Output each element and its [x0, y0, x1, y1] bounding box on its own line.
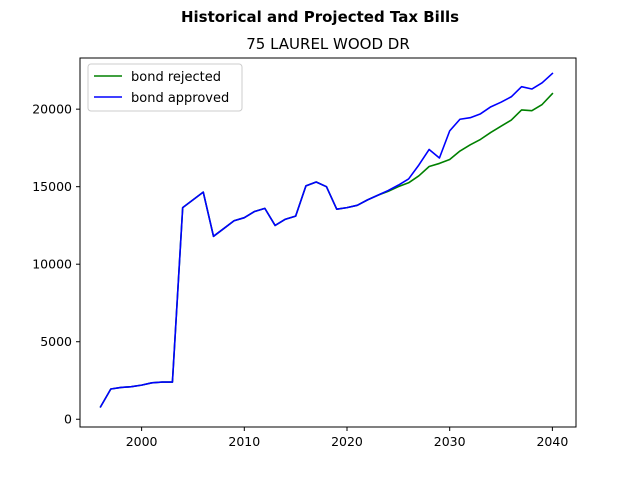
chart-title: 75 LAUREL WOOD DR	[246, 35, 410, 53]
x-tick-label: 2020	[331, 434, 363, 449]
x-tick-label: 2030	[434, 434, 466, 449]
x-tick-label: 2000	[126, 434, 158, 449]
y-tick-label: 20000	[32, 102, 72, 117]
axes-frame	[79, 57, 577, 428]
legend-label-bond-approved: bond approved	[131, 91, 229, 106]
chart-suptitle: Historical and Projected Tax Bills	[181, 8, 459, 26]
y-tick-label: 10000	[32, 257, 72, 272]
y-tick-label: 0	[64, 412, 72, 427]
legend: bond rejected bond approved	[87, 63, 243, 112]
legend-label-bond-rejected: bond rejected	[131, 70, 221, 85]
series-line-bond-approved	[99, 72, 554, 408]
legend-box	[87, 63, 243, 112]
x-tick-label: 2040	[536, 434, 568, 449]
series-layer	[99, 72, 554, 408]
x-tick-label: 2010	[228, 434, 260, 449]
y-tick-label: 15000	[32, 179, 72, 194]
axes: 2000 2010 2020 2030 2040 0 5000 10000 15000 20000	[32, 57, 577, 449]
y-tick-label: 5000	[40, 334, 72, 349]
